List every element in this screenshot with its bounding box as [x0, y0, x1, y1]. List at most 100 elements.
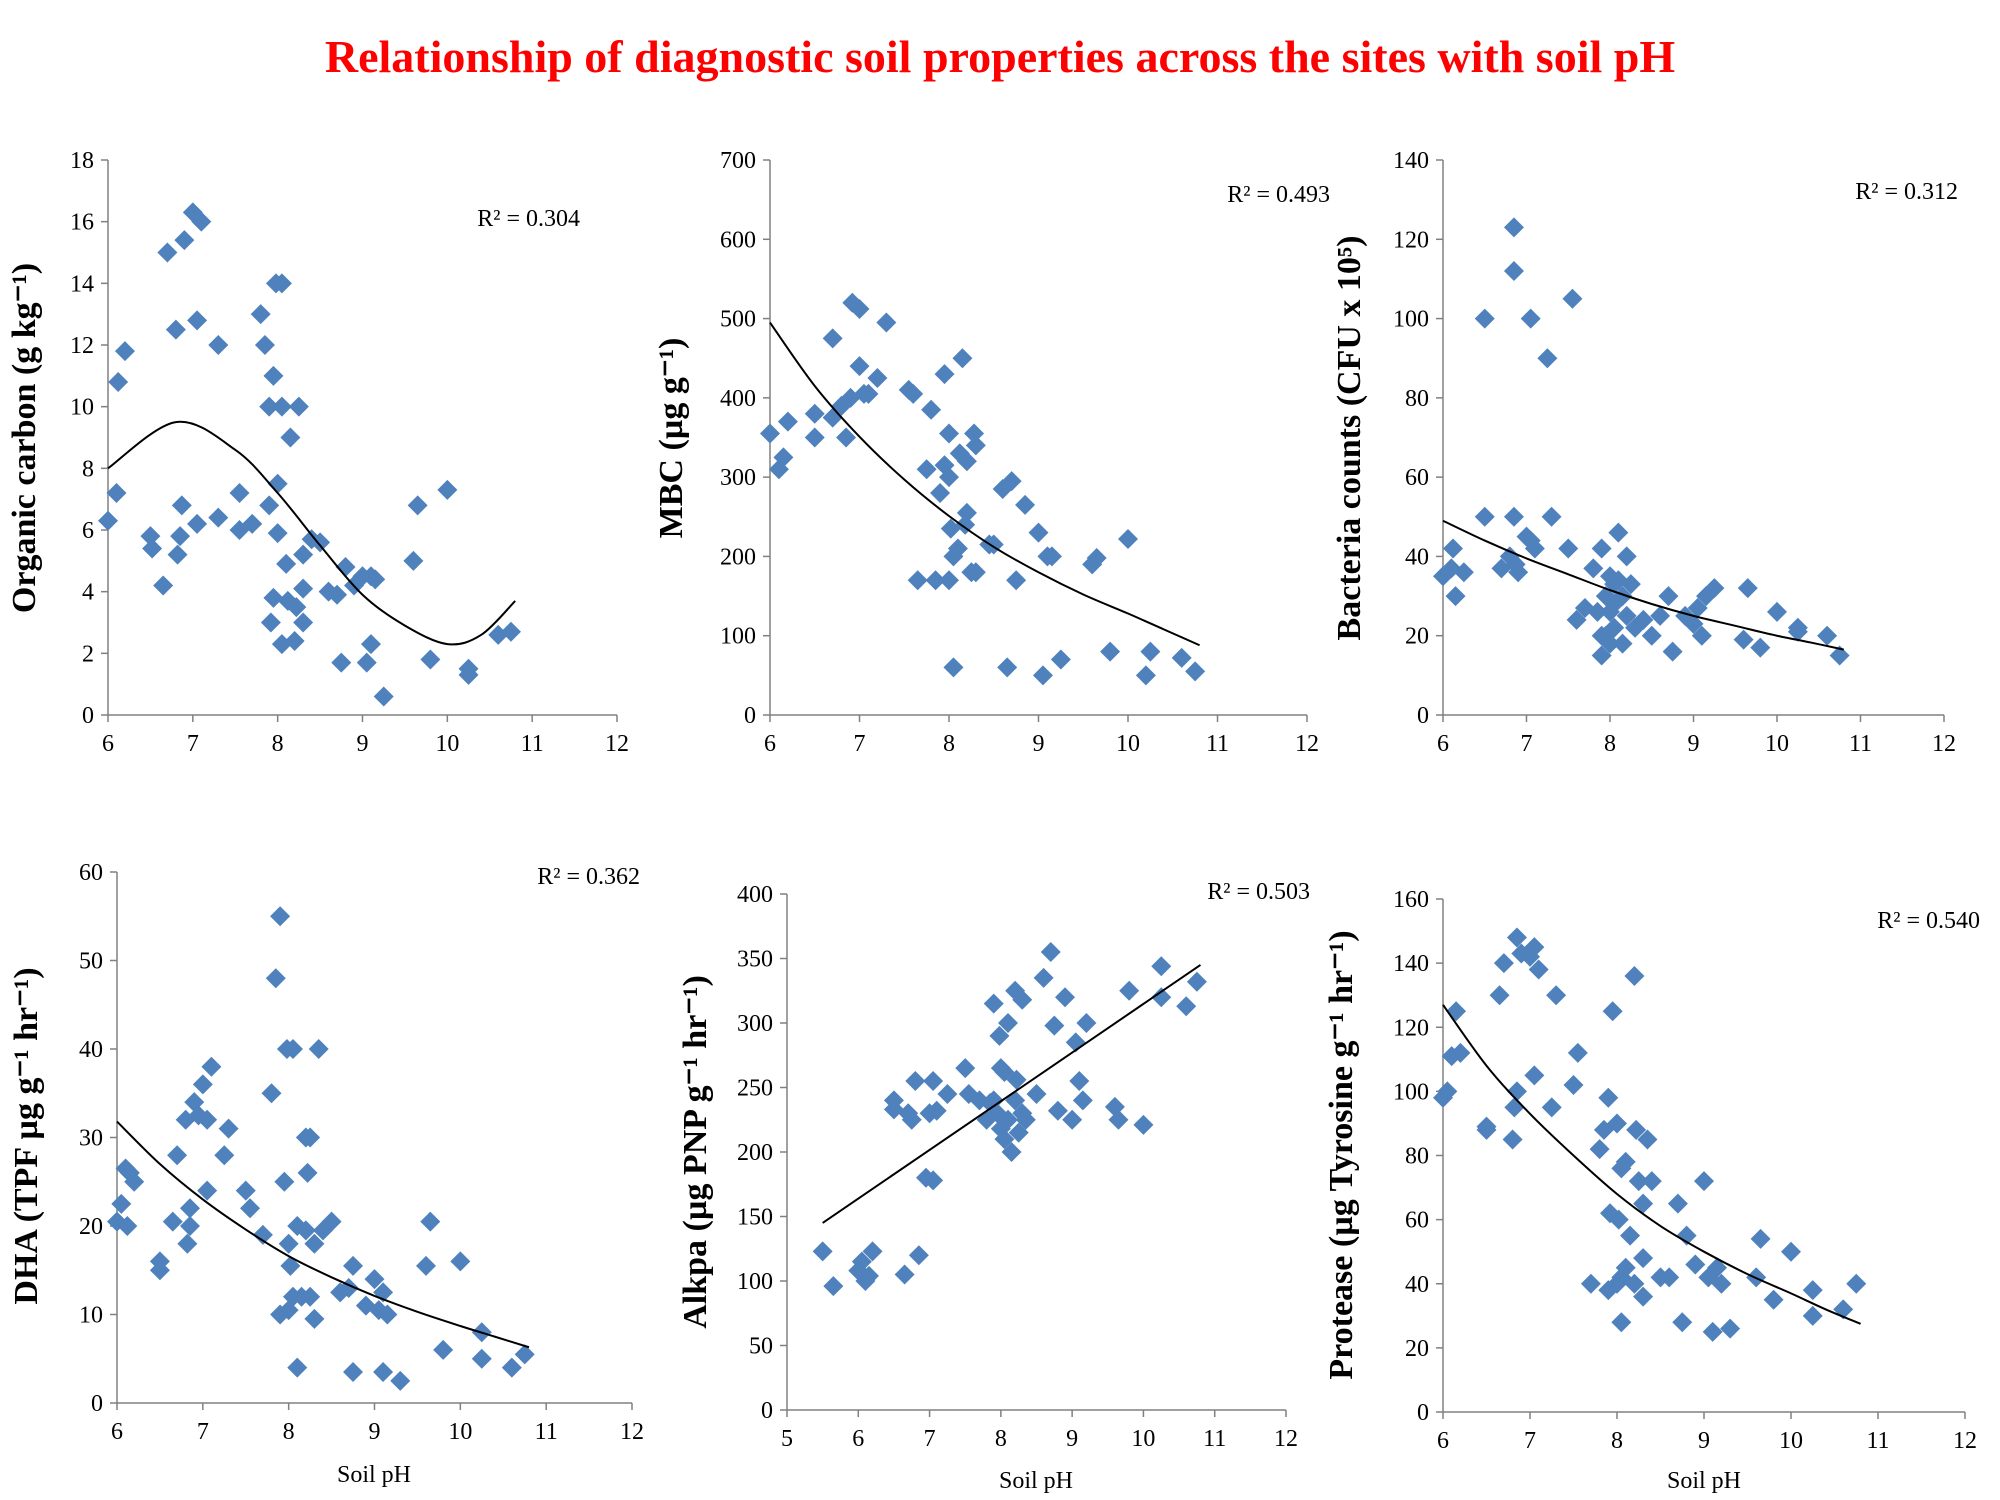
data-point [1598, 1087, 1619, 1108]
data-point [876, 312, 897, 333]
data-point [1001, 1142, 1022, 1162]
data-point [356, 652, 377, 673]
data-point [1453, 562, 1474, 583]
x-tick-label: 9 [1033, 731, 1045, 757]
y-tick-label: 200 [737, 1140, 773, 1166]
data-point [1583, 558, 1604, 579]
data-point [937, 1083, 958, 1104]
x-axis-label: Soil pH [1667, 1468, 1741, 1494]
data-point [1508, 562, 1529, 583]
data-point [167, 544, 188, 565]
y-tick-label: 300 [737, 1011, 773, 1037]
data-point [500, 621, 521, 642]
data-point [934, 364, 955, 385]
y-tick-label: 18 [70, 148, 94, 174]
data-point [1591, 538, 1612, 559]
data-point [1563, 1074, 1584, 1095]
data-point [1528, 959, 1549, 980]
x-tick-label: 8 [943, 731, 955, 757]
y-tick-label: 50 [79, 949, 103, 975]
x-tick-label: 6 [102, 731, 114, 757]
y-tick-label: 100 [1393, 1079, 1429, 1105]
data-point [1829, 645, 1850, 666]
data-point [1667, 1193, 1688, 1214]
data-point [1704, 578, 1725, 599]
x-tick-label: 10 [448, 1419, 472, 1445]
y-tick-label: 30 [79, 1126, 103, 1152]
r-squared-label: R² = 0.312 [1855, 179, 1958, 205]
data-point [956, 451, 977, 472]
chart-panel-3: 0 20 40 60 80 100 120 140 6 7 8 9 10 11 12 Bacteria cou… [1331, 148, 1958, 757]
data-point [235, 1180, 256, 1201]
data-point [1602, 1001, 1623, 1022]
data-point [218, 1118, 239, 1139]
y-tick-label: 120 [1393, 1015, 1429, 1041]
x-tick-label: 9 [1688, 731, 1700, 757]
y-tick-label: 150 [737, 1205, 773, 1231]
y-axis-label: Bacteria counts (CFU x 10⁵) [1331, 236, 1368, 641]
data-point [153, 575, 174, 596]
data-point [403, 550, 424, 571]
trendline [1442, 1004, 1861, 1325]
data-point [1737, 578, 1758, 599]
data-point [1033, 967, 1054, 988]
trendline [1442, 519, 1845, 651]
y-tick-label: 500 [720, 307, 756, 333]
data-point [1750, 637, 1771, 658]
data-point [170, 526, 191, 547]
data-point [343, 1255, 364, 1276]
x-tick-label: 5 [781, 1426, 793, 1452]
r-squared-label: R² = 0.304 [477, 206, 580, 232]
data-point [1633, 609, 1654, 630]
data-point [952, 348, 973, 369]
data-point [1846, 1273, 1867, 1294]
data-point [1711, 1273, 1732, 1294]
data-point [98, 510, 118, 531]
y-tick-label: 8 [82, 456, 94, 482]
x-tick-label: 12 [605, 731, 629, 757]
y-tick-label: 600 [720, 227, 756, 253]
data-point [471, 1348, 492, 1369]
x-tick-label: 10 [1116, 731, 1140, 757]
data-point [851, 1251, 872, 1272]
data-point [965, 435, 986, 456]
data-point [1047, 1100, 1068, 1121]
data-point [1611, 1312, 1632, 1333]
data-point [1140, 641, 1161, 662]
data-point [1041, 546, 1062, 567]
x-tick-label: 12 [1274, 1426, 1298, 1452]
data-point [939, 467, 959, 488]
data-point [1186, 971, 1207, 992]
data-point [822, 328, 843, 349]
data-point [1151, 987, 1172, 1008]
data-point [420, 649, 441, 670]
data-point [994, 1129, 1015, 1150]
data-point [108, 372, 129, 392]
data-point [286, 597, 307, 618]
data-point [1817, 625, 1838, 646]
y-tick-label: 40 [1405, 544, 1429, 570]
y-tick-label: 160 [1393, 887, 1429, 913]
data-point [1040, 942, 1061, 963]
data-point [1707, 1257, 1728, 1278]
x-tick-label: 12 [1953, 1428, 1977, 1454]
trendline [769, 321, 1201, 647]
y-tick-label: 100 [1393, 307, 1429, 333]
data-point [420, 1211, 441, 1232]
y-tick-label: 0 [91, 1391, 103, 1417]
data-point [1506, 1081, 1527, 1102]
data-point [365, 569, 386, 590]
data-point [280, 427, 301, 448]
x-tick-label: 11 [521, 731, 544, 757]
y-tick-label: 400 [720, 386, 756, 412]
data-point [280, 1255, 301, 1276]
data-point [1151, 956, 1172, 977]
y-tick-label: 40 [1405, 1272, 1429, 1298]
data-point [923, 1170, 944, 1191]
data-point [271, 396, 292, 417]
data-point [1633, 1286, 1654, 1307]
data-point [905, 1071, 926, 1092]
data-point [849, 299, 870, 320]
y-tick-label: 700 [720, 148, 756, 174]
data-point [1587, 601, 1608, 622]
